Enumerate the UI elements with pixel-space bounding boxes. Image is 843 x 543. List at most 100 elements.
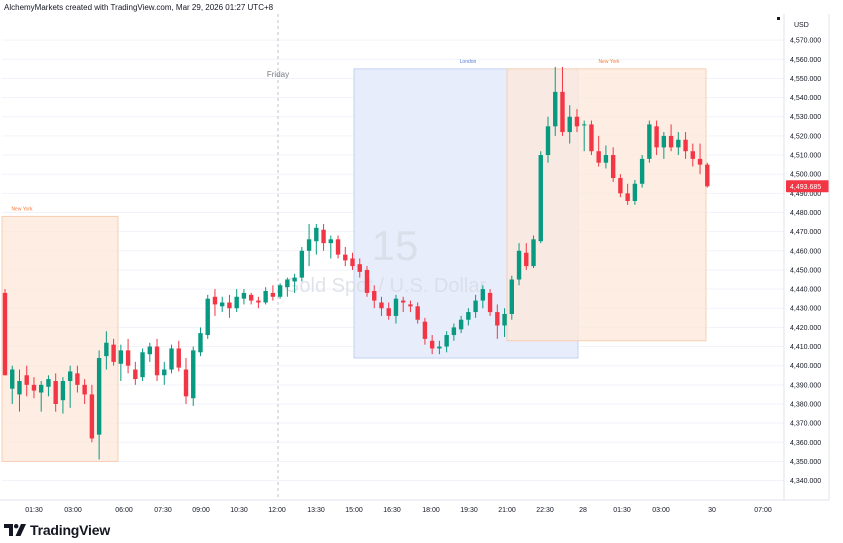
tradingview-logo-icon [4,524,26,536]
candle-body [183,369,189,397]
price-tick-label: 4,430.000 [790,306,821,313]
candle-body [661,135,667,148]
candle-body [205,298,210,336]
session-boxes: New York London New York [1,59,707,462]
candle-body [589,124,594,152]
price-axis-bg [784,0,829,500]
candle-body [234,296,239,309]
candle-body [306,239,312,251]
time-tick-label: 12:00 [268,507,286,514]
price-tick-label: 4,400.000 [790,363,821,370]
tradingview-logo[interactable]: TradingView [4,521,110,539]
candle-body [270,292,276,297]
candle-body [285,279,290,288]
candle-body [212,296,218,305]
candle-body [140,352,145,378]
candle-body [596,151,601,163]
candle-body [321,229,326,244]
price-tick-label: 4,530.000 [790,114,821,121]
candle-body [191,350,196,399]
price-tick-label: 4,520.000 [790,133,821,140]
candle-body [386,308,391,316]
price-tick-label: 4,560.000 [790,57,821,64]
candle-body [111,344,116,362]
candle-body [531,239,536,267]
price-tick-label: 4,380.000 [790,401,821,408]
candle-body [154,346,160,376]
candle-body [690,151,695,159]
time-tick-label: 16:30 [383,507,401,514]
candle-body [343,254,348,261]
price-tick-label: 4,490.000 [790,191,821,198]
candle-body [705,164,710,187]
candle-body [169,348,174,370]
candle-body [516,250,522,280]
candle-body [133,369,138,380]
candle-body [545,126,551,156]
candle-body [198,333,203,353]
tradingview-brand: TradingView [30,522,111,538]
session-label: New York [598,59,620,65]
time-tick-label: 03:00 [652,507,670,514]
candle-body [364,269,370,293]
price-tick-label: 4,480.000 [790,210,821,217]
candle-body [67,371,73,382]
price-tick-label: 4,540.000 [790,95,821,102]
price-tick-label: 4,450.000 [790,267,821,274]
candle-body [647,124,652,159]
candle-body [162,369,167,376]
candle-body [509,279,514,314]
day-marker-label: Friday [267,70,289,79]
price-tick-label: 4,440.000 [790,287,821,294]
candle-body [480,289,486,301]
candle-body [220,302,225,307]
price-axis-unit: USD [794,22,809,29]
candle-body [372,291,377,301]
session-label: New York [11,206,33,212]
watermark-interval: 15 [372,222,419,269]
candle-body [96,358,102,435]
candle-body [357,264,362,272]
candle-body [335,239,341,255]
candle-body [676,139,681,148]
price-tick-label: 4,460.000 [790,248,821,255]
candle-body [46,379,51,387]
price-tick-label: 4,410.000 [790,344,821,351]
day-marker: Friday [267,14,289,500]
candles [2,66,710,460]
candle-body [89,394,95,439]
candle-body [639,158,645,184]
candle-body [487,292,493,313]
candle-body [625,193,630,202]
time-tick-label: 07:00 [754,507,772,514]
candle-body [473,300,478,313]
candle-body [582,124,587,126]
price-tick-label: 4,350.000 [790,459,821,466]
candle-body [248,294,254,301]
candle-body [17,381,22,395]
candle-body [256,300,261,303]
candle-body [75,373,80,385]
candle-body [350,258,355,267]
price-tick-label: 4,550.000 [790,76,821,83]
candle-body [603,155,609,163]
candle-body [567,116,572,133]
candle-body [147,346,152,355]
candle-body [437,346,442,349]
time-tick-label: 22:30 [536,507,554,514]
candle-body [429,340,435,349]
price-tick-label: 4,570.000 [790,38,821,45]
candle-body [502,313,507,326]
candle-body [458,319,464,330]
time-tick-label: 03:00 [64,507,82,514]
candle-body [560,91,565,133]
session-box [506,68,707,342]
last-price-label: 4,493.685 [790,184,821,191]
candle-body [401,300,406,303]
candle-body [39,384,44,393]
candle-body [393,298,399,316]
time-tick-label: 10:30 [230,507,248,514]
time-tick-label: 07:30 [154,507,172,514]
time-tick-label: 09:00 [192,507,210,514]
